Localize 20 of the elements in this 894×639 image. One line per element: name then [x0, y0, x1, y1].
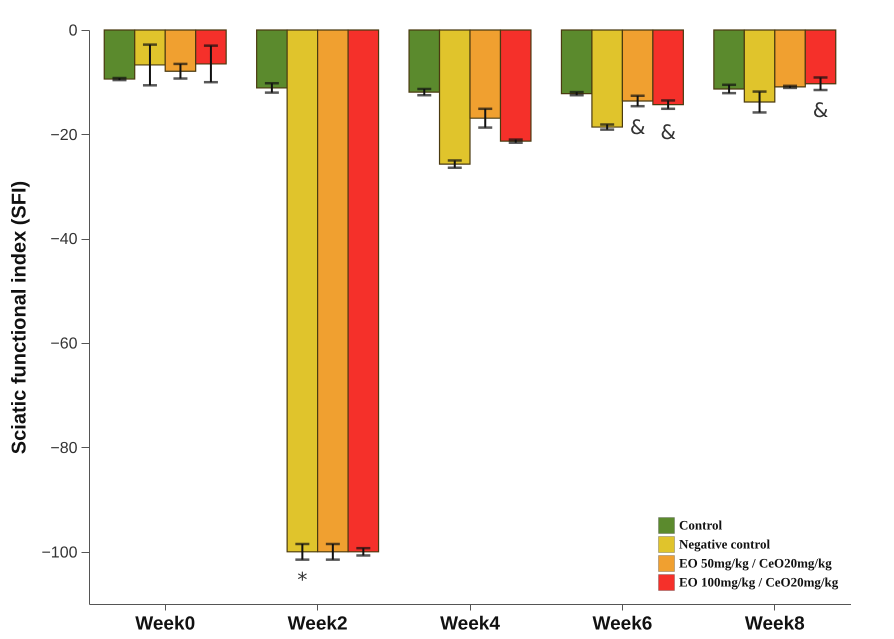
legend-label: EO 50mg/kg / CeO20mg/kg: [679, 556, 832, 570]
x-tick-label: Week0: [135, 614, 196, 634]
annotation: *: [297, 568, 308, 592]
legend-label: Control: [679, 518, 722, 532]
y-tick-label: −60: [50, 336, 78, 353]
annotation: &: [812, 98, 828, 122]
y-tick-label: 0: [68, 22, 78, 40]
legend-label: EO 100mg/kg / CeO20mg/kg: [679, 574, 839, 590]
legend-label: Negative control: [679, 536, 770, 552]
y-tick-label: −80: [50, 440, 78, 457]
x-tick-label: Week6: [592, 614, 652, 634]
annotation: &: [630, 115, 646, 140]
x-tick-label: Week8: [744, 614, 805, 634]
y-tick-label: −20: [50, 126, 78, 144]
y-tick-label: −40: [50, 231, 78, 248]
y-tick-label: −100: [41, 544, 78, 562]
annotation: &: [660, 120, 676, 144]
x-tick-label: Week2: [288, 614, 348, 634]
y-axis-title: Sciatic functional index (SFI): [8, 180, 30, 454]
x-tick-label: Week4: [440, 614, 500, 634]
